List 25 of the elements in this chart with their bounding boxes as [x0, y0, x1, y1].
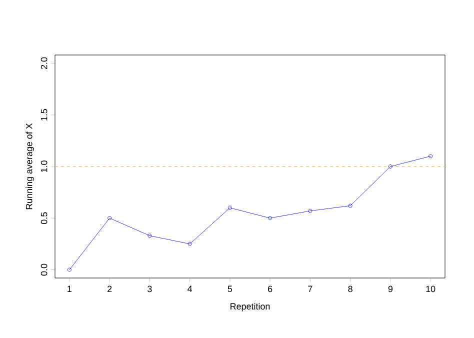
point — [108, 216, 112, 220]
x-tick-label: 2 — [108, 286, 112, 292]
point — [308, 208, 312, 213]
x-tick-label: 1 — [68, 286, 72, 292]
x-tick-label: 3 — [148, 286, 152, 292]
x-axis-title: Repetition — [230, 302, 270, 312]
point — [388, 164, 392, 168]
x-tick-label: 7 — [308, 286, 312, 292]
y-tick-label: 0.5 — [40, 212, 48, 224]
point — [188, 242, 192, 246]
point — [148, 234, 152, 238]
x-tick-label: 8 — [348, 286, 352, 292]
x-tick-label: 10 — [426, 286, 436, 292]
point — [268, 216, 272, 220]
point — [348, 204, 352, 208]
y-tick-label: 0.0 — [40, 264, 48, 276]
x-tick-label: 9 — [388, 286, 393, 292]
y-tick-label: 1.0 — [40, 160, 48, 172]
x-tick-label: 4 — [188, 286, 192, 292]
y-axis-title: Running average of X — [26, 123, 34, 210]
x-tick-label: 5 — [228, 286, 232, 292]
y-tick-label: 2.0 — [40, 57, 48, 70]
x-tick-label: 6 — [268, 286, 272, 292]
point — [228, 206, 232, 210]
y-tick-label: 1.5 — [40, 109, 48, 120]
